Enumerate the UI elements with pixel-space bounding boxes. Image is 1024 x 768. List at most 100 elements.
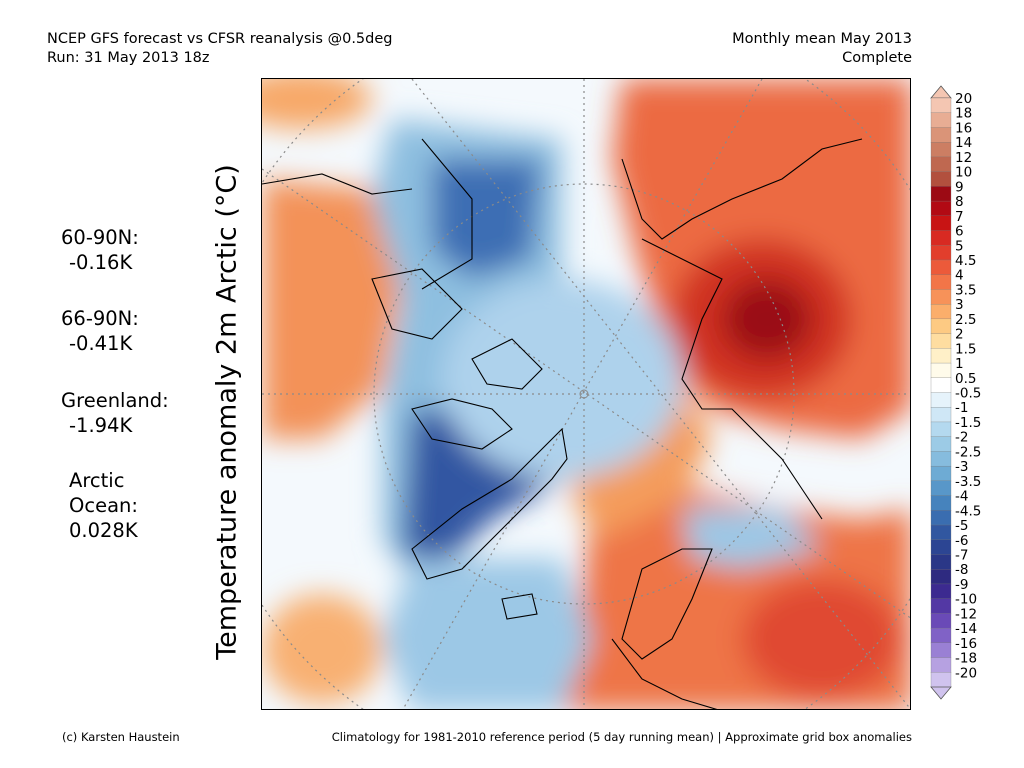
stat-value: 0.028K bbox=[69, 519, 138, 542]
colorbar-swatch bbox=[930, 392, 952, 408]
colorbar-top-arrow bbox=[930, 85, 952, 99]
run-label: Run: 31 May 2013 18z bbox=[47, 50, 210, 66]
colorbar-swatch bbox=[930, 495, 952, 511]
colorbar-swatch bbox=[930, 318, 952, 335]
credit-text: (c) Karsten Haustein bbox=[62, 730, 180, 744]
colorbar: 201816141210987654.543.532.521.510.5-0.5… bbox=[930, 85, 981, 700]
stat-label: Greenland: bbox=[61, 389, 169, 412]
colorbar-swatch bbox=[930, 480, 952, 497]
colorbar-swatch bbox=[930, 627, 952, 644]
colorbar-swatch bbox=[930, 348, 952, 364]
colorbar-tick-label: 5 bbox=[955, 238, 964, 254]
colorbar-swatch bbox=[930, 97, 952, 114]
colorbar-tick-label: -20 bbox=[955, 665, 977, 681]
colorbar-tick-label: 6 bbox=[955, 224, 964, 240]
colorbar-tick-label: 18 bbox=[955, 106, 972, 122]
colorbar-tick-label: 16 bbox=[955, 120, 972, 136]
colorbar-tick-label: -12 bbox=[955, 606, 977, 622]
colorbar-swatch bbox=[930, 510, 952, 526]
colorbar-swatch bbox=[930, 583, 952, 600]
colorbar-tick-label: -10 bbox=[955, 592, 977, 608]
colorbar-swatch bbox=[930, 274, 952, 290]
colorbar-swatch bbox=[930, 142, 952, 158]
footnote-text: Climatology for 1981-2010 reference peri… bbox=[331, 730, 912, 744]
stat-label: Arctic Ocean: bbox=[69, 469, 138, 517]
colorbar-swatch bbox=[930, 112, 952, 128]
colorbar-tick-label: 3.5 bbox=[955, 282, 976, 298]
colorbar-tick-label: 12 bbox=[955, 150, 972, 166]
colorbar-swatch bbox=[930, 657, 952, 673]
colorbar-tick-label: -1 bbox=[955, 400, 968, 416]
colorbar-tick-label: -3.5 bbox=[955, 474, 981, 490]
anomaly-field bbox=[262, 79, 910, 709]
colorbar-swatch bbox=[930, 407, 952, 423]
colorbar-tick-label: -0.5 bbox=[955, 386, 981, 402]
chart-header-left: NCEP GFS forecast vs CFSR reanalysis @0.… bbox=[47, 30, 392, 68]
colorbar-swatch bbox=[930, 465, 952, 482]
colorbar-tick-label: -4.5 bbox=[955, 503, 981, 519]
colorbar-swatch bbox=[930, 200, 952, 217]
status-label: Complete bbox=[842, 50, 912, 66]
stat-label: 66-90N: bbox=[61, 307, 139, 330]
colorbar-tick-label: 1.5 bbox=[955, 341, 976, 357]
stat-value: -1.94K bbox=[69, 414, 133, 437]
colorbar-tick-label: 8 bbox=[955, 194, 964, 210]
colorbar-swatch bbox=[930, 554, 952, 570]
chart-title: NCEP GFS forecast vs CFSR reanalysis @0.… bbox=[47, 31, 393, 47]
colorbar-tick-label: 0.5 bbox=[955, 371, 976, 387]
colorbar-swatch bbox=[930, 259, 952, 276]
colorbar-swatch bbox=[930, 377, 952, 393]
colorbar-tick-label: -2 bbox=[955, 430, 968, 446]
colorbar-tick-label: 2 bbox=[955, 327, 964, 343]
chart-header-right: Monthly mean May 2013 Complete bbox=[732, 30, 912, 68]
colorbar-tick-label: 14 bbox=[955, 135, 972, 151]
colorbar-swatch bbox=[930, 186, 952, 202]
stat-greenland: Greenland: -1.94K bbox=[61, 388, 169, 438]
colorbar-tick-label: 10 bbox=[955, 165, 972, 181]
colorbar-swatch bbox=[930, 171, 952, 187]
colorbar-tick-label: -3 bbox=[955, 459, 968, 475]
anomaly-map bbox=[261, 78, 911, 710]
colorbar-swatch bbox=[930, 569, 952, 585]
colorbar-tick-label: 7 bbox=[955, 209, 964, 225]
stat-label: 60-90N: bbox=[61, 226, 139, 249]
colorbar-tick-label: -1.5 bbox=[955, 415, 981, 431]
colorbar-swatch bbox=[930, 598, 952, 614]
colorbar-tick-label: 9 bbox=[955, 179, 964, 195]
colorbar-swatch bbox=[930, 245, 952, 261]
stat-value: -0.16K bbox=[69, 251, 133, 274]
stat-66-90n: 66-90N: -0.41K bbox=[61, 306, 139, 356]
colorbar-swatch bbox=[930, 127, 952, 143]
colorbar-swatch bbox=[930, 436, 952, 452]
period-label: Monthly mean May 2013 bbox=[732, 31, 912, 47]
coastlines bbox=[262, 138, 863, 709]
colorbar-swatch bbox=[930, 539, 952, 555]
colorbar-swatch bbox=[930, 156, 952, 173]
colorbar-tick-label: -9 bbox=[955, 577, 968, 593]
colorbar-tick-label: -8 bbox=[955, 562, 968, 578]
stat-value: -0.41K bbox=[69, 332, 133, 355]
colorbar-tick-label: 4 bbox=[955, 268, 964, 284]
stat-60-90n: 60-90N: -0.16K bbox=[61, 225, 139, 275]
colorbar-tick-label: -18 bbox=[955, 651, 977, 667]
colorbar-tick-label: 20 bbox=[955, 91, 972, 107]
colorbar-tick-label: -7 bbox=[955, 547, 968, 563]
colorbar-swatch bbox=[930, 289, 952, 305]
colorbar-tick-label: 2.5 bbox=[955, 312, 976, 328]
colorbar-tick-label: 3 bbox=[955, 297, 964, 313]
colorbar-swatch bbox=[930, 672, 952, 688]
graticule bbox=[262, 79, 910, 709]
colorbar-swatch bbox=[930, 230, 952, 246]
colorbar-swatch bbox=[930, 333, 952, 349]
colorbar-tick-label: 4.5 bbox=[955, 253, 976, 269]
stat-arctic-ocean: Arctic Ocean: 0.028K bbox=[61, 468, 161, 543]
colorbar-tick-label: -4 bbox=[955, 489, 968, 505]
colorbar-swatch bbox=[930, 303, 952, 320]
colorbar-tick-label: -5 bbox=[955, 518, 968, 534]
colorbar-tick-label: -16 bbox=[955, 636, 977, 652]
colorbar-tick-label: -6 bbox=[955, 533, 968, 549]
colorbar-swatch bbox=[930, 215, 952, 231]
colorbar-tick-label: -2.5 bbox=[955, 444, 981, 460]
colorbar-tick-label: -14 bbox=[955, 621, 977, 637]
colorbar-swatch bbox=[930, 451, 952, 467]
